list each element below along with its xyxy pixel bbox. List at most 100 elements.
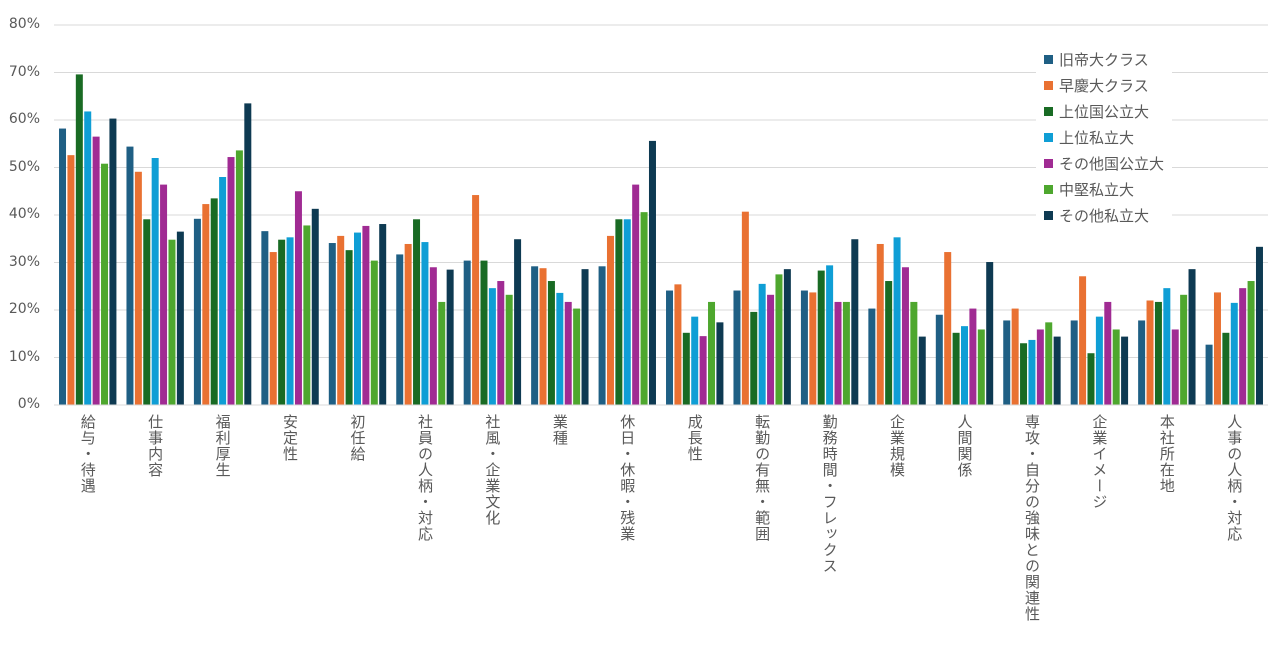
- bar: [370, 260, 378, 405]
- bar: [961, 326, 968, 405]
- bar: [817, 270, 825, 405]
- legend-item: 早慶大クラス: [1044, 72, 1164, 98]
- legend-swatch: [1044, 184, 1053, 194]
- bar: [261, 231, 269, 405]
- bar: [345, 250, 353, 405]
- bar: [640, 212, 648, 405]
- x-tick-label: 社風・企業文化: [483, 414, 502, 526]
- y-tick-label: 70%: [8, 63, 40, 80]
- bar: [783, 269, 791, 405]
- legend-swatch: [1044, 80, 1053, 90]
- bar: [294, 191, 302, 405]
- bar: [134, 171, 142, 405]
- bar: [1036, 329, 1044, 405]
- legend-label: その他国公立大: [1059, 154, 1165, 173]
- bar: [834, 301, 842, 405]
- bar: [151, 158, 159, 405]
- bar: [682, 332, 690, 405]
- bar: [910, 301, 918, 405]
- x-tick-label: 転勤の有無・範囲: [753, 414, 772, 542]
- legend-item: その他国公立大: [1044, 150, 1164, 176]
- bar: [1154, 301, 1162, 405]
- legend-label: 旧帝大クラス: [1059, 50, 1149, 69]
- y-tick-label: 50%: [8, 158, 40, 175]
- bar: [531, 266, 539, 405]
- bar: [303, 225, 311, 405]
- legend-label: 上位私立大: [1059, 128, 1135, 147]
- x-tick-label: 本社所在地: [1157, 414, 1176, 494]
- y-tick-label: 40%: [8, 206, 40, 222]
- x-tick-label: 専攻・自分の強味との関連性: [1022, 414, 1041, 622]
- bar: [1222, 332, 1230, 405]
- bar: [1053, 336, 1061, 405]
- bar: [674, 284, 682, 405]
- bar: [1230, 302, 1238, 405]
- bar: [413, 219, 421, 405]
- bar: [809, 292, 817, 405]
- bar: [219, 177, 227, 405]
- x-tick-label: 企業規模: [888, 414, 907, 478]
- x-tick-label: 福利厚生: [213, 414, 232, 478]
- bar: [573, 308, 581, 405]
- legend-item: 上位私立大: [1044, 124, 1164, 150]
- bar: [1003, 320, 1011, 405]
- bar: [514, 239, 522, 405]
- bar: [969, 308, 977, 405]
- bar: [92, 136, 100, 405]
- bar: [421, 242, 429, 405]
- legend-swatch: [1044, 132, 1053, 142]
- bar: [278, 239, 286, 405]
- bar: [733, 290, 741, 405]
- bar: [1079, 276, 1087, 405]
- bar: [446, 269, 454, 405]
- bar: [851, 239, 859, 405]
- bar: [1255, 246, 1263, 405]
- bar: [885, 281, 893, 405]
- bar: [767, 294, 775, 405]
- x-tick-label: 給与・待遇: [78, 414, 97, 494]
- bar: [606, 235, 614, 405]
- bar: [75, 74, 83, 406]
- bar: [1138, 320, 1146, 405]
- x-tick-label: 企業イメージ: [1090, 414, 1109, 510]
- bar: [977, 329, 985, 405]
- bar: [472, 195, 480, 405]
- bar: [328, 243, 336, 405]
- bar: [109, 118, 117, 405]
- bar: [868, 308, 876, 405]
- bar: [160, 184, 168, 405]
- legend-label: その他私立大: [1059, 206, 1150, 225]
- x-tick-label: 休日・休暇・残業: [618, 414, 637, 542]
- x-tick-label: 人間関係: [955, 414, 974, 478]
- bar: [101, 163, 109, 405]
- bar: [1163, 288, 1171, 405]
- bar: [901, 267, 909, 405]
- y-tick-label: 20%: [8, 301, 40, 317]
- bar: [1180, 294, 1188, 405]
- bar: [1011, 308, 1019, 405]
- bar: [741, 211, 749, 405]
- bar: [1087, 353, 1095, 405]
- bar: [615, 219, 623, 405]
- bar: [480, 260, 488, 405]
- bar: [800, 290, 808, 405]
- bar: [1239, 288, 1247, 405]
- legend-swatch: [1044, 106, 1053, 116]
- x-tick-label: 成長性: [685, 414, 704, 462]
- bar: [210, 198, 218, 405]
- bar: [1171, 329, 1179, 405]
- bar: [539, 268, 547, 405]
- bar: [438, 301, 446, 405]
- bar: [193, 218, 201, 405]
- legend-label: 早慶大クラス: [1059, 76, 1149, 95]
- x-tick-label: 初任給: [348, 414, 367, 462]
- y-tick-label: 0%: [17, 396, 40, 412]
- legend: 旧帝大クラス 早慶大クラス 上位国公立大 上位私立大 その他国公立大 中堅私立大 その他私立…: [1036, 44, 1173, 232]
- bar: [935, 314, 943, 405]
- bar: [556, 292, 564, 405]
- bar: [1104, 301, 1112, 405]
- legend-item: 中堅私立大: [1044, 176, 1164, 202]
- bar: [67, 155, 75, 405]
- bar: [564, 301, 572, 405]
